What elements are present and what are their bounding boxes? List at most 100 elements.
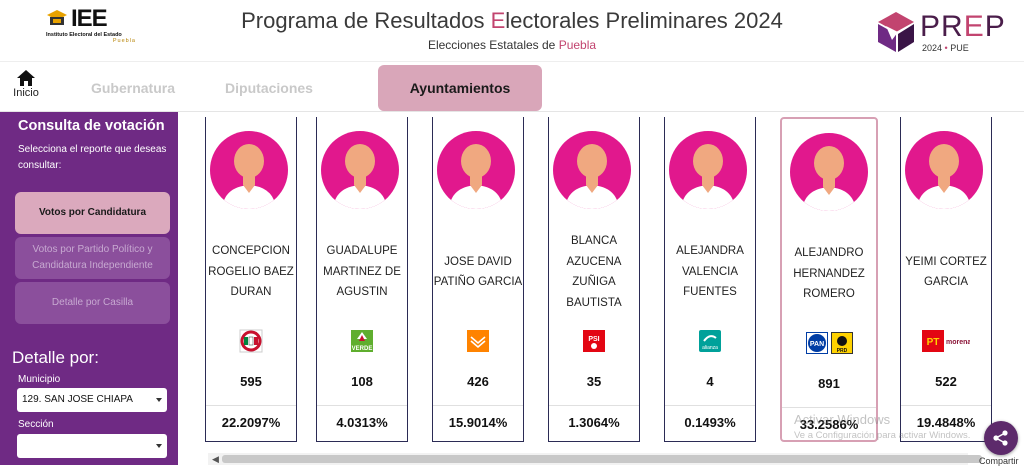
psi-logo-icon: PSI bbox=[583, 330, 605, 352]
share-icon bbox=[993, 430, 1008, 446]
divider bbox=[206, 405, 296, 406]
movimiento-ciudadano-logo-icon bbox=[467, 330, 489, 352]
divider bbox=[549, 405, 639, 406]
share-button[interactable] bbox=[984, 421, 1018, 455]
party-logo: PSI bbox=[549, 329, 639, 353]
candidate-name: ALEJANDRA VALENCIA FUENTES bbox=[676, 245, 744, 299]
seccion-label: Sección bbox=[18, 419, 54, 430]
candidate-votes: 426 bbox=[467, 374, 489, 389]
candidate-name: YEIMI CORTEZ GARCIA bbox=[905, 255, 987, 289]
municipio-select[interactable]: 129. SAN JOSE CHIAPA bbox=[17, 388, 167, 412]
seccion-select[interactable] bbox=[17, 434, 167, 458]
municipio-label: Municipio bbox=[18, 374, 61, 385]
tab-ayuntamientos[interactable]: Ayuntamientos bbox=[378, 65, 542, 111]
candidate-percentage: 33.2586% bbox=[799, 417, 859, 432]
candidate-card[interactable]: YEIMI CORTEZ GARCIA PT morena 522 19.484… bbox=[900, 117, 992, 442]
tab-diputaciones[interactable]: Diputaciones bbox=[225, 80, 313, 96]
prd-label: PRD bbox=[836, 348, 847, 354]
avatar bbox=[790, 133, 868, 211]
person-placeholder-icon bbox=[565, 144, 619, 209]
candidate-votes: 108 bbox=[351, 374, 373, 389]
app-header: IEE Instituto Electoral del Estado Puebl… bbox=[0, 0, 1024, 62]
alianza-label: alianza bbox=[702, 345, 718, 351]
candidate-card[interactable]: GUADALUPE MARTINEZ DE AGUSTIN VERDE 108 … bbox=[316, 117, 408, 442]
person-placeholder-icon bbox=[917, 144, 971, 209]
pt-morena-logo-icon: PT morena bbox=[922, 330, 970, 352]
candidate-name: CONCEPCION ROGELIO BAEZ DURAN bbox=[208, 245, 294, 299]
sidebar: Consulta de votación Selecciona el repor… bbox=[0, 112, 178, 465]
votos-por-partido-button[interactable]: Votos por Partido Político y Candidatura… bbox=[15, 237, 170, 279]
graduation-cap-icon bbox=[47, 10, 67, 25]
divider bbox=[665, 405, 755, 406]
candidate-card[interactable]: BLANCA AZUCENA ZUÑIGA BAUTISTA PSI 35 1.… bbox=[548, 117, 640, 442]
person-placeholder-icon bbox=[333, 144, 387, 209]
candidate-name: BLANCA AZUCENA ZUÑIGA BAUTISTA bbox=[566, 235, 622, 309]
person-placeholder-icon bbox=[681, 144, 735, 209]
avatar bbox=[437, 131, 515, 209]
person-placeholder-icon bbox=[802, 146, 856, 211]
prep-logo[interactable]: PREP 2024 • PUE bbox=[876, 8, 1016, 58]
divider bbox=[901, 405, 991, 406]
party-logo: VERDE bbox=[317, 329, 407, 353]
candidate-votes: 35 bbox=[586, 374, 602, 389]
detalle-title: Detalle por: bbox=[12, 348, 99, 367]
candidate-percentage: 0.1493% bbox=[684, 415, 736, 430]
avatar bbox=[210, 131, 288, 209]
windows-activation-watermark: Activar Windows bbox=[794, 412, 891, 427]
person-placeholder-icon bbox=[449, 144, 503, 209]
pan-logo-icon: PAN bbox=[805, 332, 828, 354]
candidate-name: ALEJANDRO HERNANDEZ ROMERO bbox=[793, 247, 865, 301]
candidate-name: GUADALUPE MARTINEZ DE AGUSTIN bbox=[323, 245, 401, 299]
home-label: Inicio bbox=[13, 87, 39, 99]
iee-state: Puebla bbox=[112, 38, 136, 44]
party-logo bbox=[206, 329, 296, 353]
party-logo bbox=[433, 329, 523, 353]
prep-wordmark: PREP bbox=[920, 10, 1006, 43]
verde-logo-icon: VERDE bbox=[351, 330, 373, 352]
tab-gubernatura[interactable]: Gubernatura bbox=[90, 80, 175, 96]
candidate-votes: 595 bbox=[240, 374, 262, 389]
prd-logo-icon: PRD bbox=[830, 332, 853, 354]
share-label: Compartir bbox=[979, 456, 1019, 466]
candidate-card[interactable]: JOSE DAVID PATIÑO GARCIA 426 15.9014% bbox=[432, 117, 524, 442]
divider bbox=[782, 407, 876, 408]
candidate-card[interactable]: ALEJANDRA VALENCIA FUENTES alianza 4 0.1… bbox=[664, 117, 756, 442]
avatar bbox=[669, 131, 747, 209]
candidates-panel: CONCEPCION ROGELIO BAEZ DURAN 595 22.209… bbox=[178, 112, 1024, 465]
municipio-value: 129. SAN JOSE CHIAPA bbox=[22, 394, 133, 405]
candidate-votes: 4 bbox=[706, 374, 714, 389]
home-button[interactable]: Inicio bbox=[10, 70, 42, 99]
iee-logo[interactable]: IEE Instituto Electoral del Estado Puebl… bbox=[46, 5, 146, 58]
party-logo: alianza bbox=[665, 329, 755, 353]
sidebar-description: Selecciona el reporte que deseas consult… bbox=[18, 144, 167, 171]
candidate-name: JOSE DAVID PATIÑO GARCIA bbox=[433, 255, 523, 289]
page-title: Programa de Resultados Electorales Preli… bbox=[241, 8, 783, 33]
windows-activation-hint: Ve a Configuración para activar Windows. bbox=[794, 430, 971, 441]
candidate-votes: 891 bbox=[818, 376, 840, 391]
chevron-down-icon bbox=[156, 444, 162, 448]
scrollbar-thumb[interactable] bbox=[222, 455, 982, 463]
pt-label: PT bbox=[927, 337, 940, 348]
prep-logo-icon bbox=[878, 12, 914, 52]
candidate-percentage: 1.3064% bbox=[568, 415, 620, 430]
avatar bbox=[321, 131, 399, 209]
candidate-card[interactable]: CONCEPCION ROGELIO BAEZ DURAN 595 22.209… bbox=[205, 117, 297, 442]
iee-brand: IEE bbox=[71, 5, 108, 32]
party-logo: PT morena bbox=[901, 329, 991, 353]
main-nav: Inicio Gubernatura Diputaciones Ayuntami… bbox=[0, 62, 1024, 112]
candidate-card-selected[interactable]: ALEJANDRO HERNANDEZ ROMERO PAN PRD 891 3… bbox=[780, 117, 878, 442]
votos-por-candidatura-button[interactable]: Votos por Candidatura bbox=[15, 192, 170, 234]
verde-label: VERDE bbox=[352, 346, 373, 352]
divider bbox=[317, 405, 407, 406]
psi-label: PSI bbox=[588, 336, 599, 343]
candidate-percentage: 15.9014% bbox=[448, 415, 508, 430]
scroll-left-icon[interactable]: ◀ bbox=[212, 454, 219, 464]
candidate-percentage: 4.0313% bbox=[336, 415, 388, 430]
chevron-down-icon bbox=[156, 398, 162, 402]
candidate-percentage: 19.4848% bbox=[916, 415, 976, 430]
prep-year: 2024 • PUE bbox=[922, 43, 969, 53]
avatar bbox=[905, 131, 983, 209]
pan-label: PAN bbox=[809, 341, 823, 348]
page-subtitle: Elecciones Estatales de Puebla bbox=[427, 38, 597, 52]
detalle-por-casilla-button[interactable]: Detalle por Casilla bbox=[15, 282, 170, 324]
